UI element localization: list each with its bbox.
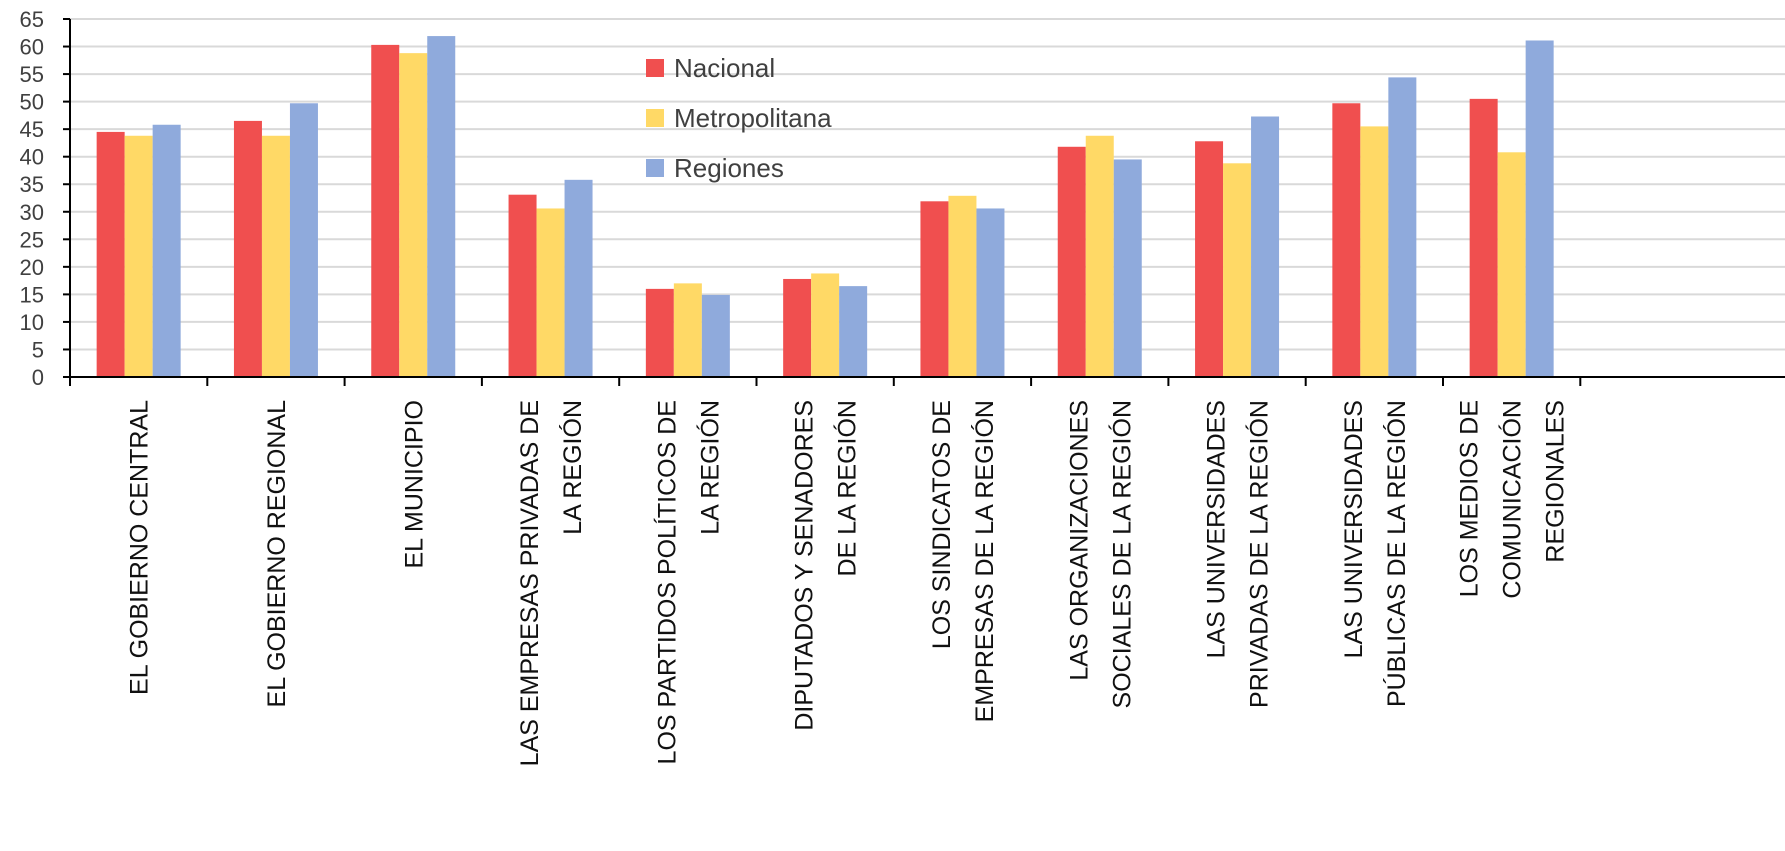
bar-nacional (508, 194, 537, 377)
bar-metropolitana (948, 195, 977, 377)
legend-label-metropolitana: Metropolitana (674, 103, 832, 133)
bar-nacional (96, 131, 125, 377)
category-label: SOCIALES DE LA REGIÓN (1107, 400, 1136, 708)
category-label: LOS MEDIOS DE (1456, 400, 1484, 597)
y-tick-label: 60 (20, 35, 44, 60)
y-tick-label: 15 (20, 282, 44, 307)
legend-label-regiones: Regiones (674, 153, 784, 183)
category-label: LA REGIÓN (558, 400, 587, 535)
bar-metropolitana (399, 53, 428, 377)
y-tick-label: 0 (32, 365, 44, 390)
bar-metropolitana (673, 283, 702, 377)
category-label: PRIVADAS DE LA REGIÓN (1245, 400, 1274, 708)
bar-nacional (645, 288, 674, 377)
y-tick-label: 35 (20, 172, 44, 197)
bar-metropolitana (1223, 163, 1252, 377)
bar-nacional (1469, 98, 1498, 377)
category-label: COMUNICACIÓN (1498, 400, 1527, 599)
category-label: LAS EMPRESAS PRIVADAS DE (516, 400, 544, 766)
bar-regiones (701, 294, 730, 377)
bar-regiones (427, 36, 456, 377)
bar-regiones (1251, 116, 1280, 378)
y-tick-label: 40 (20, 145, 44, 170)
bar-metropolitana (811, 273, 840, 377)
bar-regiones (1525, 40, 1554, 377)
category-label: EMPRESAS DE LA REGIÓN (970, 400, 999, 722)
bar-regiones (976, 208, 1005, 377)
legend: Nacional Metropolitana Regiones (646, 53, 832, 183)
bar-regiones (1388, 77, 1417, 378)
category-label: EL GOBIERNO REGIONAL (263, 400, 291, 708)
bar-nacional (783, 278, 812, 377)
legend-label-nacional: Nacional (674, 53, 775, 83)
category-label: DIPUTADOS Y SENADORES (791, 400, 819, 731)
bar-nacional (920, 201, 949, 377)
y-tick-label: 10 (20, 310, 44, 335)
bar-nacional (371, 44, 400, 377)
legend-swatch-metropolitana (646, 109, 664, 127)
bar-regiones (564, 179, 593, 377)
category-label: EL GOBIERNO CENTRAL (126, 400, 154, 695)
category-label: LAS UNIVERSIDADES (1203, 400, 1231, 658)
bar-metropolitana (536, 208, 565, 377)
y-tick-label: 5 (32, 337, 44, 362)
category-label: PÚBLICAS DE LA REGIÓN (1382, 400, 1411, 707)
bar-regiones (152, 124, 181, 377)
y-tick-label: 45 (20, 117, 44, 142)
y-tick-label: 25 (20, 227, 44, 252)
category-label: LOS SINDICATOS DE (928, 400, 956, 649)
legend-swatch-nacional (646, 59, 664, 77)
y-tick-label: 65 (20, 7, 44, 32)
bar-regiones (1113, 159, 1142, 377)
y-tick-label: 55 (20, 62, 44, 87)
bar-nacional (1332, 103, 1361, 377)
bar-metropolitana (124, 135, 153, 377)
bar-regiones (289, 103, 318, 377)
bar-nacional (233, 120, 262, 378)
bar-nacional (1057, 146, 1086, 377)
y-tick-label: 50 (20, 90, 44, 115)
category-label: DE LA REGIÓN (833, 400, 862, 576)
y-tick-label: 20 (20, 255, 44, 280)
category-label: LAS ORGANIZACIONES (1065, 400, 1093, 681)
bars (96, 36, 1554, 378)
category-label: EL MUNICIPIO (400, 400, 428, 569)
bar-metropolitana (261, 135, 290, 377)
category-label: LOS PARTIDOS POLÍTICOS DE (652, 400, 681, 764)
bar-nacional (1195, 141, 1224, 377)
bar-metropolitana (1360, 126, 1389, 378)
category-label: LAS UNIVERSIDADES (1340, 400, 1368, 658)
axes (63, 18, 1785, 386)
bar-metropolitana (1497, 152, 1526, 377)
legend-swatch-regiones (646, 159, 664, 177)
bar-metropolitana (1085, 135, 1114, 377)
y-tick-label: 30 (20, 200, 44, 225)
category-label: LA REGIÓN (695, 400, 724, 535)
category-label: REGIONALES (1542, 400, 1570, 563)
x-axis-category-labels: EL GOBIERNO CENTRAL EL GOBIERNO REGIONAL E… (126, 400, 1570, 766)
bar-regiones (839, 286, 868, 377)
